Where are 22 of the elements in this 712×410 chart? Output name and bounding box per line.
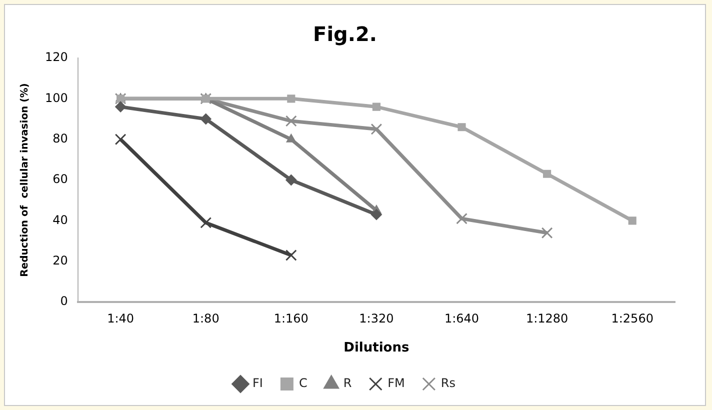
y-tick-label: 20 [52, 253, 68, 268]
y-tick-label: 40 [52, 212, 68, 227]
legend-label: Rs [440, 376, 456, 390]
x-tick-label: 1:160 [274, 311, 308, 326]
y-tick-label: 80 [52, 131, 68, 146]
x-tick-label: 1:320 [359, 311, 394, 326]
chart-title: Fig.2. [313, 22, 377, 46]
y-tick-label: 60 [52, 172, 68, 186]
y-tick-label: 100 [45, 90, 68, 105]
y-tick-label: 0 [60, 294, 68, 308]
legend-label: FM [388, 376, 405, 390]
legend-label: FI [252, 376, 263, 390]
x-tick-label: 1:640 [444, 311, 480, 326]
x-tick-label: 1:2560 [611, 311, 654, 326]
legend-label: C [298, 376, 308, 390]
y-tick-label: 120 [45, 50, 68, 64]
x-tick-label: 1:80 [192, 311, 220, 326]
x-tick-label: 1:1280 [526, 311, 568, 326]
x-tick-label: 1:40 [107, 311, 134, 326]
legend-label: R [343, 376, 352, 390]
x-axis-title: Dilutions [344, 340, 410, 356]
y-axis-title: Reduction of cellular invasion (%) [20, 83, 31, 277]
